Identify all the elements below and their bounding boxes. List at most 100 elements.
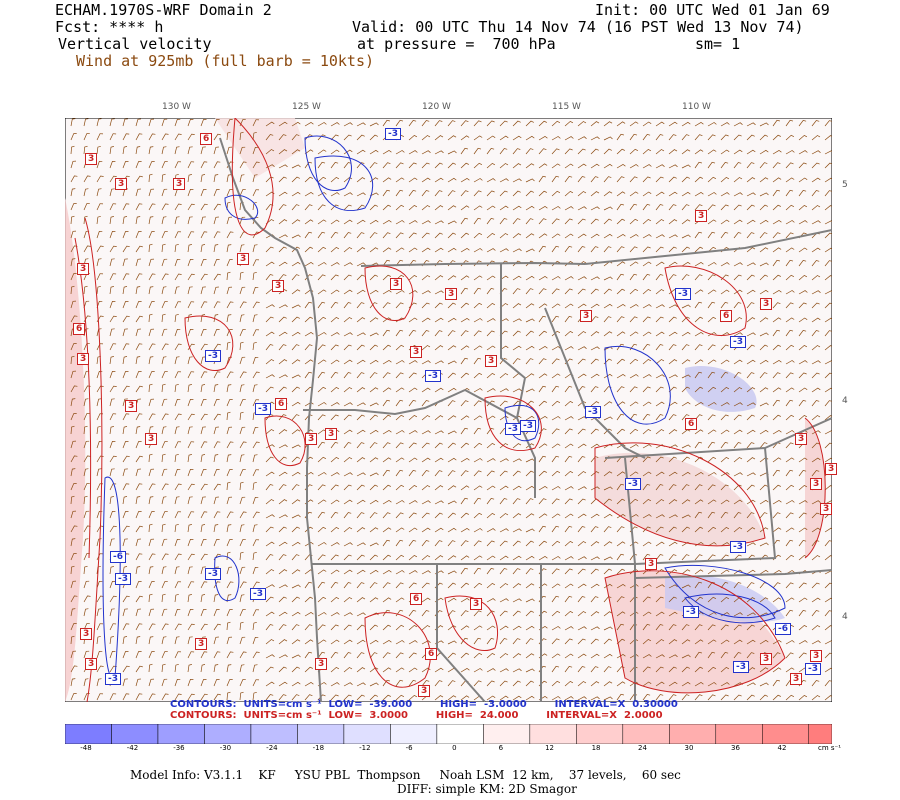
lat-label-bottom: 4 [842, 612, 848, 622]
red-contour-label: 3 [470, 598, 483, 610]
red-contour-label: 3 [173, 178, 186, 190]
colorbar-tick-label: 6 [498, 744, 504, 752]
red-contour-label: 3 [810, 650, 823, 662]
red-contour-label: 3 [445, 288, 458, 300]
blue-contour-label: -3 [385, 128, 401, 140]
valid-time: Valid: 00 UTC Thu 14 Nov 74 (16 PST Wed … [352, 18, 804, 36]
red-contour-label: 3 [237, 253, 250, 265]
red-contour-label: 3 [145, 433, 158, 445]
colorbar-bin [297, 723, 345, 745]
red-contour-label: 3 [195, 638, 208, 650]
colorbar-tick-label: 18 [591, 744, 601, 752]
colorbar-tick-label: -48 [80, 744, 92, 752]
red-contour-label: 3 [795, 433, 808, 445]
colorbar-bin [343, 723, 391, 745]
colorbar-bin [64, 723, 112, 745]
colorbar-bin [529, 723, 577, 745]
red-contour-label: 3 [790, 673, 803, 685]
colorbar-bin [622, 723, 670, 745]
red-contour-label: 3 [410, 346, 423, 358]
blue-contour-label: -3 [205, 568, 221, 580]
lon-label-115: 115 W [552, 102, 581, 112]
colorbar [64, 723, 833, 745]
red-contour-label: 6 [410, 593, 423, 605]
colorbar-tick-label: 12 [545, 744, 554, 752]
blue-contour-label: -3 [105, 673, 121, 685]
blue-contour-label: -3 [585, 406, 601, 418]
colorbar-tick-label: -24 [266, 744, 278, 752]
red-contour-label: 6 [275, 398, 288, 410]
blue-contour-label: -3 [255, 403, 271, 415]
blue-contour-label: -3 [675, 288, 691, 300]
red-contour-label: 3 [305, 433, 318, 445]
red-contour-label: 6 [425, 648, 438, 660]
colorbar-bin [157, 723, 205, 745]
blue-contour-label: -3 [733, 661, 749, 673]
red-contour-label: 3 [485, 355, 498, 367]
blue-contour-label: -3 [520, 420, 536, 432]
blue-contour-label: -3 [730, 541, 746, 553]
lon-label-110: 110 W [682, 102, 711, 112]
red-contour-label: 3 [115, 178, 128, 190]
colorbar-bin [250, 723, 298, 745]
colorbar-bin [762, 723, 810, 745]
lon-label-130: 130 W [162, 102, 191, 112]
init-time: Init: 00 UTC Wed 01 Jan 69 [595, 1, 830, 19]
colorbar-bin [111, 723, 159, 745]
red-contour-label: 3 [272, 280, 285, 292]
colorbar-bin [715, 723, 763, 745]
red-contour-label: 3 [820, 503, 833, 515]
colorbar-bin [390, 723, 438, 745]
red-contour-label: 6 [685, 418, 698, 430]
blue-contour-info: CONTOURS: UNITS=cm s⁻¹ LOW= -39.000 HIGH… [170, 699, 678, 710]
lat-label-top: 5 [842, 180, 848, 190]
field-name: Vertical velocity [58, 35, 212, 53]
blue-contour-label: -3 [505, 423, 521, 435]
colorbar-tick-label: -18 [312, 744, 325, 752]
colorbar-tick-label: -42 [126, 744, 139, 752]
colorbar-tick-label: 30 [684, 744, 694, 752]
colorbar-bin [436, 723, 484, 745]
red-contour-label: 6 [73, 323, 86, 335]
lat-label-middle: 4 [842, 396, 848, 406]
blue-contour-label: -3 [730, 336, 746, 348]
red-contour-info: CONTOURS: UNITS=cm s⁻¹ LOW= 3.0000 HIGH=… [170, 710, 663, 721]
pressure-level: at pressure = 700 hPa [357, 35, 556, 53]
red-contour-label: 6 [720, 310, 733, 322]
smoothing: sm= 1 [695, 35, 741, 53]
colorbar-tick-label: -12 [359, 744, 371, 752]
vertical-velocity-map: -3 -3 -3 -3 -3 -3 -3 -3 -3 -3 -3 -3 -3 -6 -3 -3 -3 -3 -6 -3… [65, 118, 838, 702]
red-contour-label: 3 [760, 298, 773, 310]
colorbar-tick-label: 36 [731, 744, 740, 752]
colorbar-ticks: -48 -42 -36 -30 -24 -18 -12 -6 0 6 12 18 24 30 36 42 [65, 744, 832, 754]
blue-contour-label: -3 [205, 350, 221, 362]
blue-contour-label: -3 [115, 573, 131, 585]
red-contour-label: 3 [325, 428, 338, 440]
red-contour-label: 3 [825, 463, 838, 475]
red-contour-label: 3 [125, 400, 138, 412]
red-contour-label: 3 [418, 685, 431, 697]
red-contour-label: 3 [85, 658, 98, 670]
red-contour-label: 3 [315, 658, 328, 670]
forecast-hour: Fcst: **** h [55, 18, 164, 36]
colorbar-tick-label: -6 [405, 744, 413, 752]
blue-contour-label: -3 [625, 478, 641, 490]
red-contour-label: 3 [695, 210, 708, 222]
red-contour-label: 3 [390, 278, 403, 290]
red-contour-label: 3 [77, 353, 90, 365]
colorbar-bin [483, 723, 531, 745]
colorbar-tick-label: 0 [452, 744, 457, 752]
colorbar-bin [669, 723, 717, 745]
blue-contour-label: -3 [805, 663, 821, 675]
lon-label-125: 125 W [292, 102, 321, 112]
red-contour-label: 3 [85, 153, 98, 165]
red-contour-label: 3 [77, 263, 90, 275]
colorbar-tick-label: 24 [638, 744, 647, 752]
blue-contour-label: -3 [425, 370, 441, 382]
red-contour-label: 3 [760, 653, 773, 665]
red-contour-label: 3 [80, 628, 93, 640]
colorbar-tick-label: -36 [173, 744, 185, 752]
colorbar-bin [204, 723, 252, 745]
blue-contour-label: -3 [250, 588, 266, 600]
diff-info: DIFF: simple KM: 2D Smagor [397, 782, 577, 796]
